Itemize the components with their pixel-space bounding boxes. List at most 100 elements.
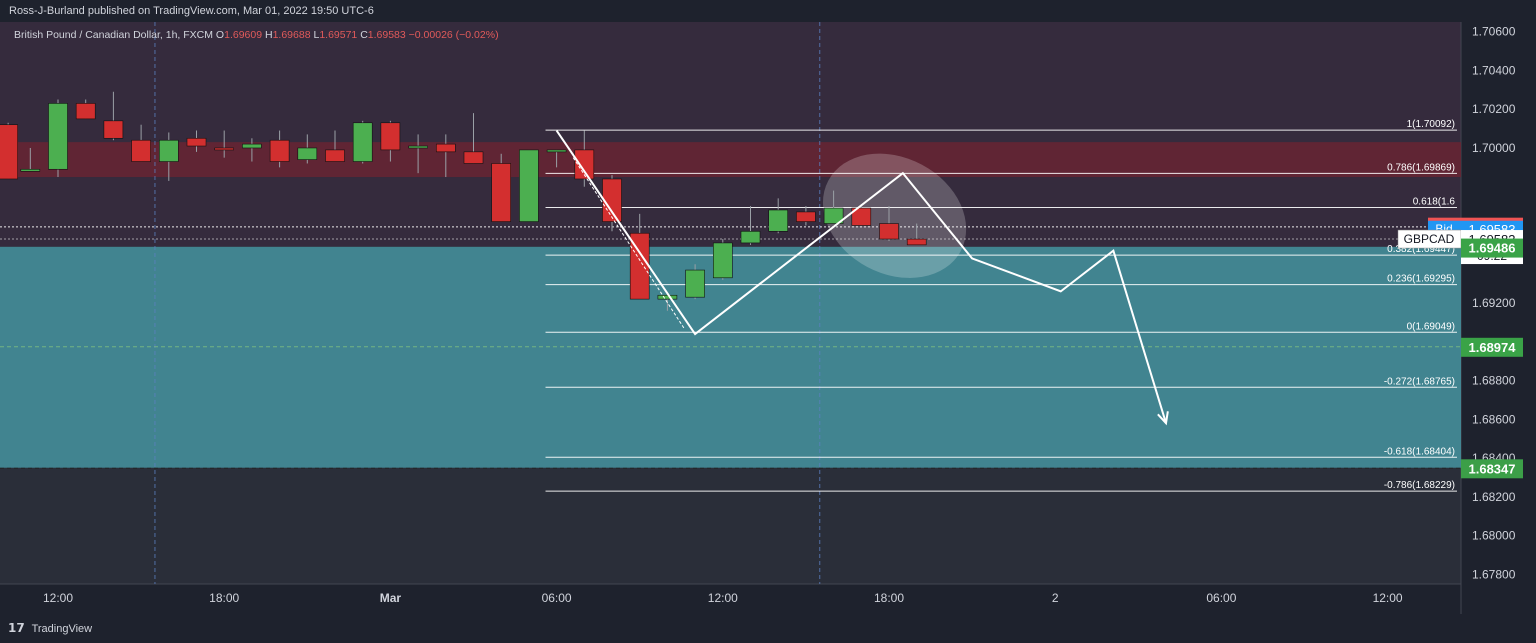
fib-label-1: 0.786(1.69869)	[1387, 162, 1455, 173]
candle-22	[602, 175, 622, 232]
candle-body-4	[103, 120, 124, 139]
legend-h-label: H	[262, 29, 273, 41]
x-tick-1: 18:00	[209, 591, 239, 605]
candle-4	[103, 91, 124, 141]
footer-brand-label: TradingView	[31, 623, 93, 635]
candle-3	[75, 99, 96, 120]
legend-l-label: L	[311, 29, 320, 41]
candle-body-32	[879, 223, 899, 240]
x-tick-5: 18:00	[874, 591, 904, 605]
candle-body-8	[214, 147, 234, 151]
candle-body-25	[685, 269, 705, 298]
fib-label-8: -0.786(1.68229)	[1384, 480, 1455, 491]
level-upper-box	[1461, 238, 1523, 258]
candle-23	[629, 213, 650, 300]
candle-body-22	[602, 178, 622, 222]
candle-body-2	[48, 103, 68, 170]
zigzag-path	[555, 129, 1167, 424]
candle-10	[269, 130, 290, 168]
first-leg-dashed	[572, 157, 685, 329]
candle-7	[186, 130, 207, 152]
candle-16	[435, 134, 456, 178]
legend-change: −0.00026 (−0.02%)	[406, 29, 499, 41]
candle-body-13	[352, 122, 373, 162]
candle-25	[685, 264, 705, 300]
candle-body-15	[408, 145, 428, 149]
candle-20	[546, 149, 567, 168]
footer-brand[interactable]: 𝟭𝟳 TradingView	[0, 614, 1536, 642]
x-tick-7: 06:00	[1206, 591, 1236, 605]
candle-body-33	[906, 238, 927, 246]
ohlc-legend: British Pound / Canadian Dollar, 1h, FXC…	[14, 29, 499, 41]
level-mid-value: 1.68974	[1469, 340, 1517, 355]
tradingview-logo-icon: 𝟭𝟳	[8, 621, 25, 635]
candle-12	[325, 130, 345, 162]
candle-19	[519, 149, 539, 222]
x-tick-3: 06:00	[542, 591, 572, 605]
candle-body-9	[242, 143, 262, 149]
x-tick-6: 2	[1052, 591, 1059, 605]
y-tick-1: 1.70400	[1472, 63, 1516, 77]
candle-6	[159, 132, 179, 181]
y-tick-4: 1.69200	[1472, 296, 1516, 310]
candle-30	[823, 190, 844, 224]
upper-shade	[0, 22, 1461, 247]
candle-body-26	[712, 242, 733, 279]
x-tick-4: 12:00	[708, 591, 738, 605]
candle-body-10	[269, 139, 290, 162]
candle-11	[297, 134, 318, 164]
candle-body-0	[0, 124, 18, 180]
fib-label-0: 1(1.70092)	[1407, 119, 1455, 130]
candle-14	[380, 120, 401, 162]
candle-28	[768, 198, 789, 234]
level-lower-value: 1.68347	[1469, 461, 1516, 476]
candle-1	[20, 147, 41, 172]
y-tick-6: 1.68600	[1472, 412, 1516, 426]
y-tick-9: 1.68000	[1472, 529, 1516, 543]
candle-body-6	[159, 139, 179, 162]
level-lower-box	[1461, 459, 1523, 479]
legend-o-value: 1.69609	[224, 29, 262, 41]
candle-9	[242, 138, 262, 162]
fib-label-5: 0(1.69049)	[1407, 321, 1455, 332]
level-upper-value: 1.69486	[1469, 241, 1516, 256]
price-axis-background	[1461, 22, 1536, 614]
candle-body-29	[796, 211, 816, 222]
candle-body-3	[75, 103, 96, 120]
candle-body-19	[519, 149, 539, 222]
legend-symbol: British Pound / Canadian Dollar, 1h, FXC…	[14, 29, 213, 41]
level-mid-box	[1461, 337, 1523, 357]
publish-info: Ross-J-Burland published on TradingView.…	[0, 0, 1536, 22]
candle-body-18	[491, 163, 512, 222]
candle-body-30	[823, 207, 844, 224]
candle-2	[48, 99, 68, 178]
candle-body-16	[435, 143, 456, 153]
candle-body-14	[380, 122, 401, 151]
candle-body-21	[574, 149, 595, 180]
y-tick-0: 1.70600	[1472, 25, 1516, 39]
candle-5	[131, 124, 151, 162]
x-tick-2: Mar	[380, 591, 402, 605]
candle-body-20	[546, 149, 567, 153]
y-tick-2: 1.70200	[1472, 102, 1516, 116]
candle-8	[214, 130, 234, 158]
candle-18	[491, 153, 512, 222]
candle-body-24	[657, 294, 678, 300]
legend-h-value: 1.69688	[273, 29, 311, 41]
zone-support	[0, 246, 1461, 468]
legend-c-value: 1.69583	[368, 29, 406, 41]
fib-label-3: 0.382(1.69447)	[1387, 244, 1455, 255]
zigzag-arrowhead	[1157, 411, 1169, 426]
legend-l-value: 1.69571	[319, 29, 357, 41]
candle-33	[906, 223, 927, 246]
candle-body-1	[20, 168, 41, 172]
candle-15	[408, 134, 428, 174]
candle-26	[712, 239, 733, 280]
symbol-label: GBPCAD	[1404, 232, 1455, 246]
y-tick-8: 1.68200	[1472, 490, 1516, 504]
candle-body-12	[325, 149, 345, 162]
zone-resistance	[0, 142, 1461, 178]
candle-17	[463, 113, 484, 164]
y-tick-5: 1.68800	[1472, 374, 1516, 388]
